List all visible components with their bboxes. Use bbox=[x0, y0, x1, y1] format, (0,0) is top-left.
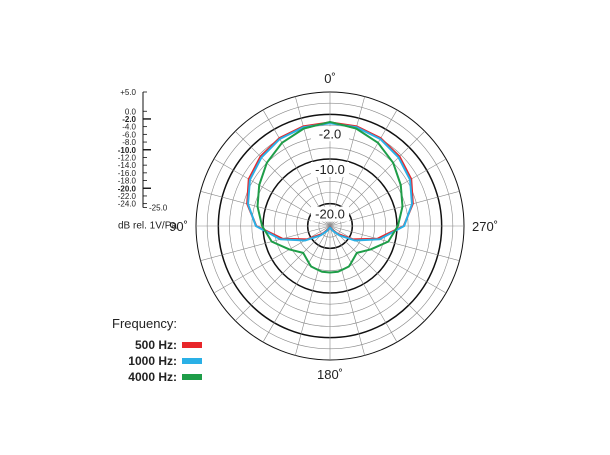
scale-tick-label: +5.0 bbox=[120, 88, 136, 97]
grid-spoke bbox=[295, 225, 331, 356]
ring-label-background bbox=[311, 162, 349, 177]
grid-spoke bbox=[329, 109, 398, 227]
series-line-2 bbox=[256, 120, 404, 274]
legend-item-4000hz: 4000 Hz: bbox=[112, 369, 202, 385]
grid-spoke bbox=[213, 158, 331, 227]
ring-value-label: -20.0 bbox=[315, 207, 345, 222]
grid-spoke bbox=[200, 225, 331, 261]
scale-tick-label: -4.0 bbox=[122, 123, 136, 132]
legend-swatch-4000hz bbox=[182, 374, 202, 380]
angle-label-0: 0˚ bbox=[324, 71, 336, 86]
ring-value-label: -10.0 bbox=[315, 162, 345, 177]
ring-value-label: -2.0 bbox=[319, 126, 341, 141]
grid-spoke bbox=[329, 191, 460, 227]
scale-unit-label: dB rel. 1V/Pa bbox=[118, 221, 177, 232]
scale-tick-label: -14.0 bbox=[118, 161, 137, 170]
grid-spoke bbox=[200, 191, 331, 227]
legend-item-500hz: 500 Hz: bbox=[112, 337, 202, 353]
grid-spoke bbox=[329, 225, 425, 321]
grid-spoke bbox=[329, 225, 447, 294]
grid-spoke bbox=[329, 225, 398, 343]
scale-tick-label: -6.0 bbox=[122, 130, 136, 139]
grid-spoke bbox=[262, 109, 331, 227]
legend-swatch-1000hz bbox=[182, 358, 202, 364]
grid-spoke bbox=[235, 225, 331, 321]
legend-label-1000hz: 1000 Hz: bbox=[128, 354, 177, 368]
grid-spoke bbox=[262, 225, 331, 343]
angle-label-90: 90˚ bbox=[169, 219, 188, 234]
scale-tick-label: -22.0 bbox=[118, 192, 137, 201]
grid-spoke bbox=[213, 225, 331, 294]
scale-tick-label: -10.0 bbox=[118, 146, 137, 155]
scale-tick-label: -12.0 bbox=[118, 153, 137, 162]
scale-tick-label: -2.0 bbox=[122, 115, 136, 124]
legend-label-500hz: 500 Hz: bbox=[134, 338, 177, 352]
scale-tick-label: 0.0 bbox=[125, 107, 137, 116]
angle-label-180: 180˚ bbox=[317, 367, 343, 382]
grid-spoke bbox=[329, 225, 365, 356]
series-line-1 bbox=[247, 122, 413, 242]
ring-label-background bbox=[311, 126, 349, 142]
legend-title: Frequency: bbox=[112, 316, 178, 331]
scale-tick-label: -18.0 bbox=[118, 177, 137, 186]
scale-end-label: -25.0 bbox=[149, 204, 168, 213]
ring-label-background bbox=[311, 206, 349, 222]
grid-spoke bbox=[329, 225, 460, 261]
scale-tick-label: -24.0 bbox=[118, 200, 137, 209]
scale-tick-label: -20.0 bbox=[118, 184, 137, 193]
angle-label-270: 270˚ bbox=[472, 219, 498, 234]
grid-spoke bbox=[295, 96, 331, 227]
grid-spoke bbox=[329, 96, 365, 227]
scale-tick-label: -16.0 bbox=[118, 169, 137, 178]
legend: Frequency: 500 Hz: 1000 Hz: 4000 Hz: bbox=[112, 316, 202, 385]
scale-tick-label: -8.0 bbox=[122, 138, 136, 147]
legend-swatch-500hz bbox=[182, 342, 202, 348]
legend-label-4000hz: 4000 Hz: bbox=[128, 370, 177, 384]
legend-item-1000hz: 1000 Hz: bbox=[112, 353, 202, 369]
grid-spoke bbox=[329, 158, 447, 227]
